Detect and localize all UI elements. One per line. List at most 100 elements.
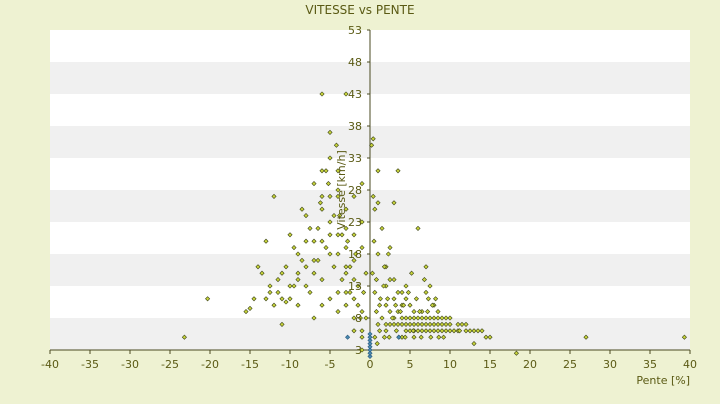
data-point xyxy=(317,200,323,206)
data-point xyxy=(327,193,333,199)
data-point xyxy=(375,200,381,206)
data-point xyxy=(391,321,397,327)
data-point xyxy=(335,289,341,295)
data-point xyxy=(423,289,429,295)
data-point xyxy=(383,321,389,327)
data-point xyxy=(335,168,341,174)
x-tick-label: 15 xyxy=(483,358,497,371)
data-point xyxy=(427,315,433,321)
data-point xyxy=(299,257,305,263)
data-point xyxy=(259,270,265,276)
data-point xyxy=(401,302,407,308)
data-point xyxy=(267,289,273,295)
data-point xyxy=(327,155,333,161)
data-point xyxy=(279,321,285,327)
data-point xyxy=(403,283,409,289)
data-point xyxy=(409,270,415,276)
data-point xyxy=(433,296,439,302)
data-point xyxy=(367,331,373,337)
data-point xyxy=(451,328,457,334)
data-point xyxy=(379,315,385,321)
y-tick-label: 3 xyxy=(355,344,362,357)
data-point xyxy=(327,129,333,135)
data-point xyxy=(367,337,373,343)
data-point xyxy=(399,334,405,340)
data-point xyxy=(389,315,395,321)
data-point xyxy=(335,251,341,257)
x-tick-label: -10 xyxy=(281,358,299,371)
data-point xyxy=(343,91,349,97)
x-tick-label: -25 xyxy=(161,358,179,371)
data-point xyxy=(359,334,365,340)
data-point xyxy=(463,321,469,327)
data-point xyxy=(359,328,365,334)
data-point xyxy=(367,341,373,347)
data-point xyxy=(319,206,325,212)
data-point xyxy=(423,315,429,321)
data-point xyxy=(513,350,519,356)
data-point xyxy=(411,334,417,340)
data-point xyxy=(339,277,345,283)
data-point xyxy=(307,225,313,231)
data-point xyxy=(407,328,413,334)
data-points xyxy=(181,91,687,359)
data-point xyxy=(471,328,477,334)
data-point xyxy=(271,302,277,308)
data-point xyxy=(375,168,381,174)
data-point xyxy=(319,193,325,199)
data-point xyxy=(425,296,431,302)
data-point xyxy=(367,347,373,353)
data-point xyxy=(205,296,211,302)
data-point xyxy=(351,277,357,283)
data-point xyxy=(431,328,437,334)
data-point xyxy=(291,245,297,251)
data-point xyxy=(303,213,309,219)
data-point xyxy=(423,328,429,334)
data-point xyxy=(307,289,313,295)
y-tick-label: 43 xyxy=(348,88,362,101)
data-point xyxy=(283,264,289,270)
data-point xyxy=(295,277,301,283)
data-point xyxy=(435,321,441,327)
data-point xyxy=(345,334,351,340)
data-point xyxy=(415,321,421,327)
data-point xyxy=(487,334,493,340)
y-tick-label: 48 xyxy=(348,56,362,69)
data-point xyxy=(395,168,401,174)
data-point xyxy=(403,315,409,321)
data-point xyxy=(427,328,433,334)
x-tick-label: 10 xyxy=(443,358,457,371)
data-point xyxy=(271,193,277,199)
data-point xyxy=(429,302,435,308)
data-point xyxy=(439,328,445,334)
data-point xyxy=(351,315,357,321)
data-point xyxy=(295,302,301,308)
data-point xyxy=(263,296,269,302)
data-point xyxy=(386,334,392,340)
data-point xyxy=(303,283,309,289)
data-point xyxy=(427,283,433,289)
data-point xyxy=(443,328,449,334)
data-point xyxy=(419,321,425,327)
data-point xyxy=(243,309,249,315)
data-point xyxy=(287,283,293,289)
data-point xyxy=(351,328,357,334)
data-point xyxy=(375,321,381,327)
data-point xyxy=(379,225,385,231)
data-point xyxy=(435,309,441,315)
data-point xyxy=(279,270,285,276)
data-point xyxy=(385,296,391,302)
data-point xyxy=(367,353,373,359)
data-point xyxy=(295,251,301,257)
data-point xyxy=(415,225,421,231)
data-point xyxy=(391,296,397,302)
data-point xyxy=(483,334,489,340)
data-point xyxy=(399,321,405,327)
data-point xyxy=(327,219,333,225)
data-point xyxy=(351,296,357,302)
data-point xyxy=(327,232,333,238)
data-point xyxy=(381,264,387,270)
x-tick-label: -5 xyxy=(325,358,336,371)
data-point xyxy=(355,283,361,289)
